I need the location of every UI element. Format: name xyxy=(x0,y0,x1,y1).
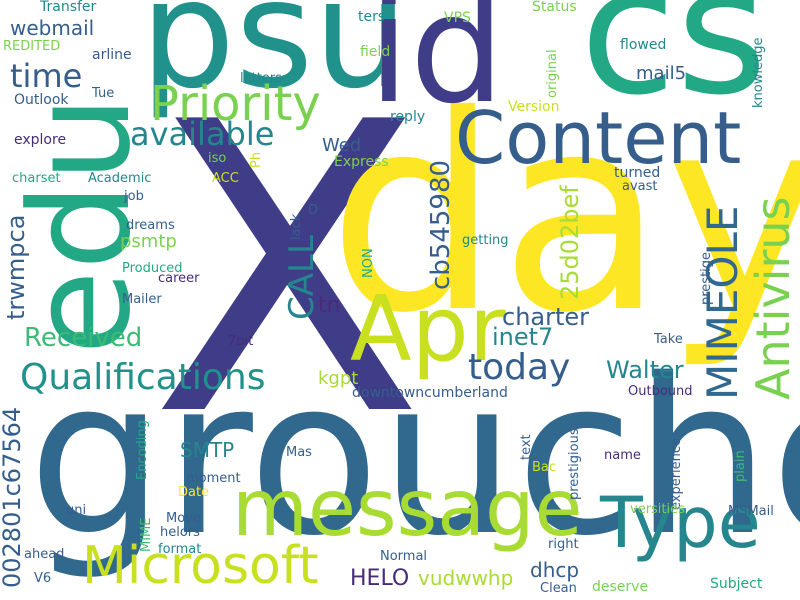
word: kgpt xyxy=(318,368,359,389)
word: experience xyxy=(669,437,684,510)
word: 7bit xyxy=(228,334,254,349)
word: prestigious xyxy=(567,428,582,500)
word: Date xyxy=(178,485,210,500)
word: right xyxy=(548,537,579,552)
word: Version xyxy=(508,99,560,115)
word: NON xyxy=(361,248,376,278)
word: uni xyxy=(66,503,87,518)
word: today xyxy=(468,347,571,388)
word: dreams xyxy=(126,218,175,233)
word: job xyxy=(124,189,144,204)
word: helors xyxy=(160,525,200,540)
word: Produced xyxy=(122,261,183,276)
word: flowed xyxy=(620,37,667,53)
word: vudwwhp xyxy=(418,566,514,590)
word: X xyxy=(150,39,425,504)
word: getting xyxy=(462,233,509,248)
word: charter xyxy=(502,303,590,331)
word: Academic xyxy=(88,171,152,186)
word: psu xyxy=(140,0,409,122)
word: dhcp xyxy=(530,558,580,582)
word: groucho xyxy=(28,332,800,583)
word: Priority xyxy=(150,76,321,132)
word: avast xyxy=(622,179,658,194)
word: prestige xyxy=(699,251,714,305)
word: D xyxy=(308,203,319,218)
word: Status xyxy=(532,0,577,15)
word: turned xyxy=(614,165,661,181)
word: reply xyxy=(390,109,426,125)
word: available xyxy=(130,115,275,153)
word: charset xyxy=(12,171,61,186)
word: Take xyxy=(654,332,683,347)
word: original xyxy=(545,49,560,98)
word: cb545980 xyxy=(426,159,456,290)
word: cs xyxy=(580,0,768,134)
word: name xyxy=(604,448,641,463)
word: VPS xyxy=(444,10,471,26)
word: trwmpca xyxy=(2,214,30,320)
word: knowledge xyxy=(751,37,766,108)
word: MIME xyxy=(139,517,154,552)
word: Tue xyxy=(92,86,115,101)
word: Subject xyxy=(710,576,763,592)
word: Received xyxy=(24,323,143,353)
word: career xyxy=(158,271,200,286)
word: versities xyxy=(630,502,685,517)
word: webmail xyxy=(10,16,95,40)
word: Express xyxy=(334,154,389,170)
word: Qualifications xyxy=(20,357,266,398)
word: time xyxy=(10,57,83,95)
word: deserve xyxy=(592,579,649,595)
word: lack xyxy=(289,213,304,240)
word: Outlook xyxy=(14,92,69,108)
word: format xyxy=(158,542,202,557)
word: Type xyxy=(600,482,761,564)
word: inet7 xyxy=(492,323,554,351)
word: explore xyxy=(14,132,67,148)
word: HELO xyxy=(350,566,410,591)
word: Ph xyxy=(249,151,264,168)
word: moment xyxy=(186,471,241,486)
word: field xyxy=(360,44,391,60)
word: Bac xyxy=(532,460,557,475)
word: CALL xyxy=(282,235,322,320)
word: 25d02bef xyxy=(556,185,584,300)
word: Move xyxy=(166,511,201,526)
word: Antivirus xyxy=(746,196,800,400)
word: Microsoft xyxy=(82,536,319,596)
word: mail5 xyxy=(636,63,687,84)
word: letters xyxy=(240,71,282,86)
word: Clean xyxy=(540,581,577,596)
word: Outbound xyxy=(628,384,693,399)
word: Normal xyxy=(380,549,428,564)
word: Mas xyxy=(286,445,312,460)
word: plain xyxy=(733,450,748,482)
word: MSMail xyxy=(728,504,774,519)
word: day xyxy=(328,57,800,372)
word: REDITED xyxy=(3,39,61,54)
word: ACC xyxy=(212,171,239,186)
word: Apr xyxy=(350,277,506,382)
word: arline xyxy=(92,47,132,63)
word: Transfer xyxy=(40,0,97,15)
word: ahead xyxy=(24,547,65,562)
word: id xyxy=(368,0,505,137)
word: V6 xyxy=(34,571,52,586)
word: psmtp xyxy=(120,231,177,252)
word: downtowncumberland xyxy=(352,385,508,401)
word: text xyxy=(519,434,534,460)
word: iso xyxy=(208,151,227,166)
word: tn xyxy=(318,293,341,318)
word: ters xyxy=(358,9,386,25)
word: Walter xyxy=(606,356,684,384)
word: 002801c67564 xyxy=(0,406,26,588)
word: Encoding xyxy=(135,420,150,480)
word: Content xyxy=(455,96,742,180)
word: message xyxy=(232,464,583,554)
word: SMTP xyxy=(180,438,235,462)
word: Mailer xyxy=(122,292,162,307)
word: Wed xyxy=(322,135,362,156)
